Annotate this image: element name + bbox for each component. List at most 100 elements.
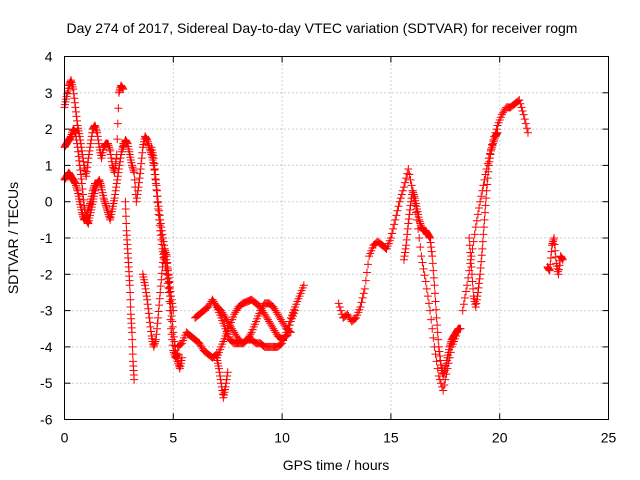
data-point: [473, 210, 482, 219]
data-point: [93, 128, 102, 137]
data-point: [163, 266, 172, 275]
data-point: [83, 163, 92, 172]
data-point: [149, 342, 158, 351]
data-point: [391, 215, 400, 224]
data-points: [60, 76, 567, 402]
data-point: [126, 302, 135, 311]
data-point: [111, 159, 120, 168]
data-point: [137, 159, 146, 168]
data-point: [440, 381, 449, 390]
data-point: [146, 322, 155, 331]
data-point: [82, 167, 91, 176]
data-point: [132, 194, 141, 203]
data-point: [473, 292, 482, 301]
data-point: [291, 306, 300, 315]
data-point: [101, 199, 110, 208]
data-point: [156, 288, 165, 297]
data-point: [477, 257, 486, 266]
data-point: [149, 154, 158, 163]
x-tick-label: 0: [61, 430, 69, 446]
data-point: [434, 342, 443, 351]
data-point: [521, 119, 530, 128]
data-point: [417, 252, 426, 261]
data-point: [99, 194, 108, 203]
data-point: [114, 165, 123, 174]
data-point: [157, 226, 166, 235]
data-point: [84, 150, 93, 159]
data-point: [430, 281, 439, 290]
data-point: [446, 339, 455, 348]
data-point: [130, 175, 139, 184]
data-point: [107, 157, 116, 166]
data-point: [392, 211, 401, 220]
data-point: [130, 168, 139, 177]
data-point: [129, 165, 138, 174]
data-point: [488, 141, 497, 150]
data-point: [432, 313, 441, 322]
y-tick-label: -2: [40, 266, 53, 282]
data-point: [128, 342, 137, 351]
data-point: [361, 276, 370, 285]
data-point: [427, 247, 436, 256]
data-point: [221, 382, 230, 391]
data-point: [480, 175, 489, 184]
data-point: [136, 165, 145, 174]
data-point: [154, 210, 163, 219]
data-point: [161, 248, 170, 257]
data-point: [150, 341, 159, 350]
data-point: [152, 186, 161, 195]
data-point: [110, 194, 119, 203]
data-point: [152, 330, 161, 339]
data-point: [478, 244, 487, 253]
data-point: [469, 284, 478, 293]
data-point: [157, 269, 166, 278]
data-point: [426, 238, 435, 247]
data-point: [546, 253, 555, 262]
data-point: [143, 135, 152, 144]
data-point: [83, 158, 92, 167]
data-point: [408, 186, 417, 195]
data-point: [476, 270, 485, 279]
data-point: [547, 247, 556, 256]
x-tick-label: 20: [492, 430, 508, 446]
data-point: [358, 293, 367, 302]
data-point: [150, 339, 159, 348]
data-point: [137, 154, 146, 163]
data-point: [476, 263, 485, 272]
data-point: [393, 206, 402, 215]
data-point: [66, 77, 75, 86]
data-point: [479, 230, 488, 239]
data-point: [150, 159, 159, 168]
x-tick-label: 10: [274, 430, 290, 446]
data-point: [472, 295, 481, 304]
data-point: [158, 234, 167, 242]
data-point: [216, 371, 225, 380]
data-point: [70, 177, 79, 186]
data-point: [167, 312, 176, 321]
data-point: [336, 306, 345, 315]
data-point: [155, 301, 164, 310]
data-point: [74, 152, 83, 161]
data-point: [76, 165, 85, 174]
data-point: [459, 300, 468, 309]
data-point: [144, 139, 153, 148]
data-point: [394, 202, 403, 211]
data-point: [169, 306, 178, 315]
data-point: [168, 322, 177, 331]
data-point: [430, 289, 439, 298]
data-point: [440, 366, 449, 375]
data-point: [416, 219, 425, 228]
data-point: [415, 215, 424, 224]
series-track-n: [399, 186, 465, 380]
data-point: [74, 147, 83, 156]
data-point: [403, 230, 412, 239]
data-point: [483, 174, 492, 183]
data-point: [155, 294, 164, 303]
data-point: [149, 161, 158, 170]
data-point: [215, 368, 224, 377]
data-point: [114, 104, 123, 113]
plot-frame: [64, 56, 609, 420]
data-point: [420, 271, 429, 280]
data-point: [105, 143, 114, 152]
